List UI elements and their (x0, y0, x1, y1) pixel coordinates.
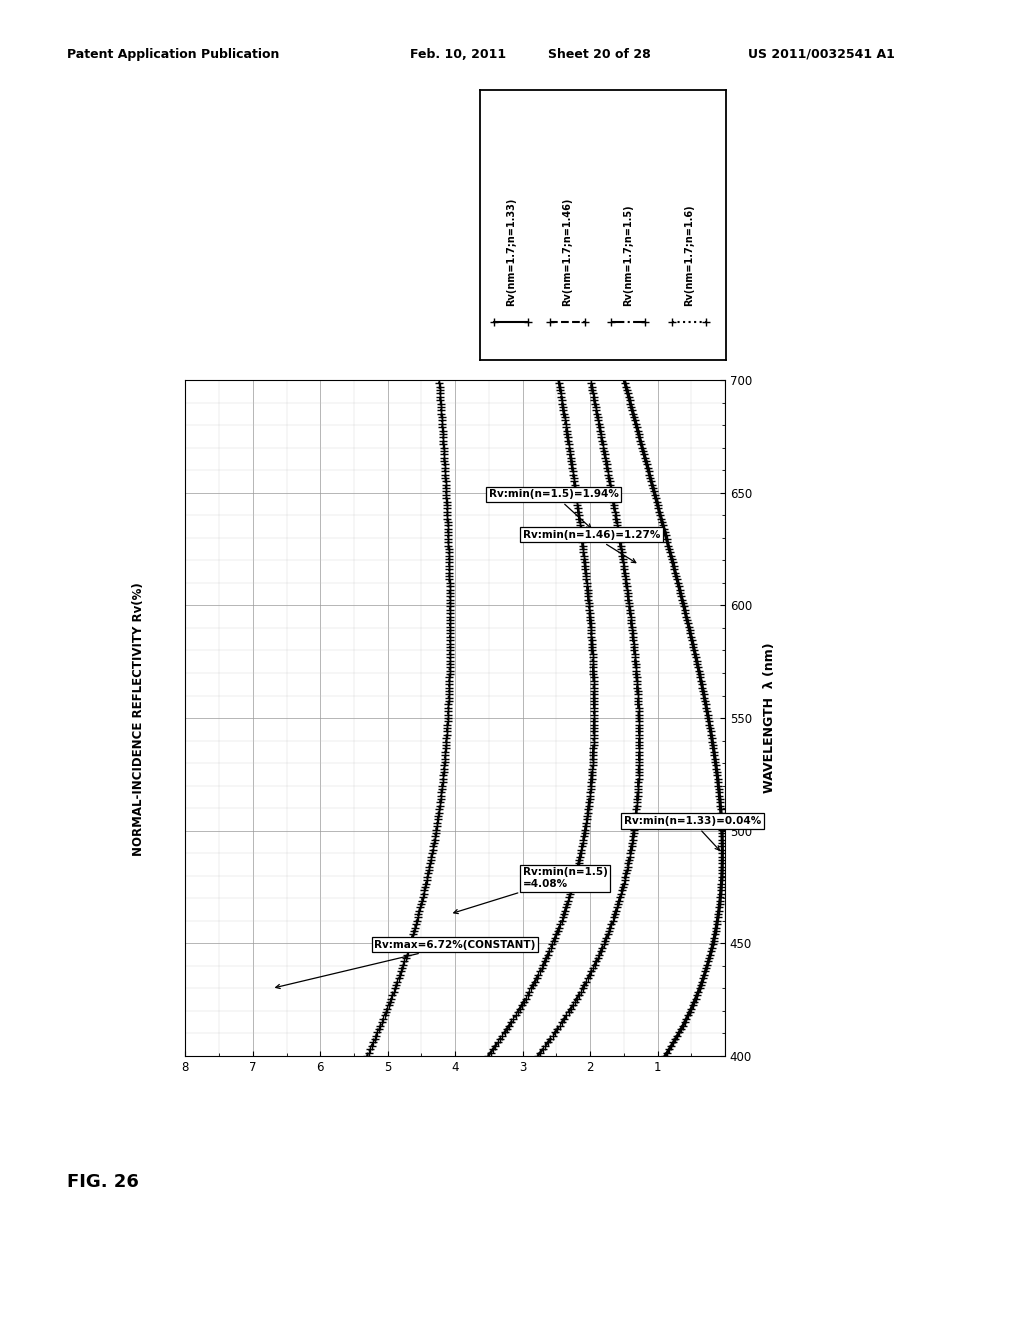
Rv(nm=1.7;n=1.33) (697, 972, 710, 987)
Text: Sheet 20 of 28: Sheet 20 of 28 (548, 48, 650, 61)
Rv(nm=1.7;n=1.33) (714, 789, 726, 805)
Rv(nm=1.7;n=1.5) (555, 385, 567, 401)
Rv(nm=1.7;n=1.6) (434, 385, 446, 401)
Line: Rv(nm=1.7;n=1.6): Rv(nm=1.7;n=1.6) (362, 376, 455, 1060)
Rv(nm=1.7;n=1.5) (584, 789, 596, 805)
Rv(nm=1.7;n=1.5) (549, 931, 561, 946)
Rv(nm=1.7;n=1.46) (531, 1048, 544, 1064)
Rv(nm=1.7;n=1.33) (622, 385, 634, 401)
Rv(nm=1.7;n=1.6) (360, 1048, 373, 1064)
Rv(nm=1.7;n=1.33) (710, 759, 722, 775)
Rv(nm=1.7;n=1.46) (600, 931, 612, 946)
Text: NORMAL-INCIDENCE REFLECTIVITY Rv(%): NORMAL-INCIDENCE REFLECTIVITY Rv(%) (132, 582, 144, 857)
Text: Rv:max=6.72%(CONSTANT): Rv:max=6.72%(CONSTANT) (275, 940, 536, 989)
Rv(nm=1.7;n=1.6) (392, 972, 404, 987)
Rv(nm=1.7;n=1.46) (585, 372, 597, 388)
Rv(nm=1.7;n=1.6) (406, 931, 418, 946)
Rv(nm=1.7;n=1.6) (433, 372, 445, 388)
Text: Rv(nm=1.7;n=1.46): Rv(nm=1.7;n=1.46) (562, 198, 572, 306)
Rv(nm=1.7;n=1.6) (438, 759, 451, 775)
Rv(nm=1.7;n=1.33) (618, 372, 631, 388)
Text: Rv(nm=1.7;n=1.6): Rv(nm=1.7;n=1.6) (684, 205, 694, 306)
Rv(nm=1.7;n=1.5) (482, 1048, 495, 1064)
Line: Rv(nm=1.7;n=1.46): Rv(nm=1.7;n=1.46) (534, 376, 643, 1060)
Text: Rv(nm=1.7;n=1.33): Rv(nm=1.7;n=1.33) (506, 198, 516, 306)
Rv(nm=1.7;n=1.46) (633, 759, 645, 775)
Rv(nm=1.7;n=1.5) (530, 972, 543, 987)
Text: Patent Application Publication: Patent Application Publication (67, 48, 279, 61)
Rv(nm=1.7;n=1.6) (434, 789, 446, 805)
Rv(nm=1.7;n=1.5) (587, 759, 599, 775)
Rv(nm=1.7;n=1.46) (632, 789, 644, 805)
Rv(nm=1.7;n=1.46) (601, 458, 613, 474)
Rv(nm=1.7;n=1.33) (641, 458, 653, 474)
Line: Rv(nm=1.7;n=1.5): Rv(nm=1.7;n=1.5) (484, 376, 598, 1060)
Y-axis label: WAVELENGTH  λ (nm): WAVELENGTH λ (nm) (763, 643, 776, 793)
Rv(nm=1.7;n=1.46) (582, 972, 594, 987)
Text: US 2011/0032541 A1: US 2011/0032541 A1 (748, 48, 894, 61)
Text: Rv:min(n=1.46)=1.27%: Rv:min(n=1.46)=1.27% (522, 529, 660, 562)
Text: Rv:min(n=1.5)
=4.08%: Rv:min(n=1.5) =4.08% (454, 867, 607, 913)
Rv(nm=1.7;n=1.5) (566, 458, 579, 474)
Text: Rv:min(n=1.5)=1.94%: Rv:min(n=1.5)=1.94% (488, 490, 618, 528)
Text: Rv(nm=1.7;n=1.5): Rv(nm=1.7;n=1.5) (623, 205, 633, 306)
Text: Feb. 10, 2011: Feb. 10, 2011 (410, 48, 506, 61)
Text: FIG. 26: FIG. 26 (67, 1172, 138, 1191)
Rv(nm=1.7;n=1.5) (553, 372, 565, 388)
Rv(nm=1.7;n=1.33) (708, 931, 720, 946)
Text: Rv:min(n=1.33)=0.04%: Rv:min(n=1.33)=0.04% (624, 816, 761, 850)
Rv(nm=1.7;n=1.6) (438, 458, 451, 474)
Line: Rv(nm=1.7;n=1.33): Rv(nm=1.7;n=1.33) (620, 376, 726, 1060)
Rv(nm=1.7;n=1.33) (658, 1048, 671, 1064)
Rv(nm=1.7;n=1.46) (587, 385, 599, 401)
